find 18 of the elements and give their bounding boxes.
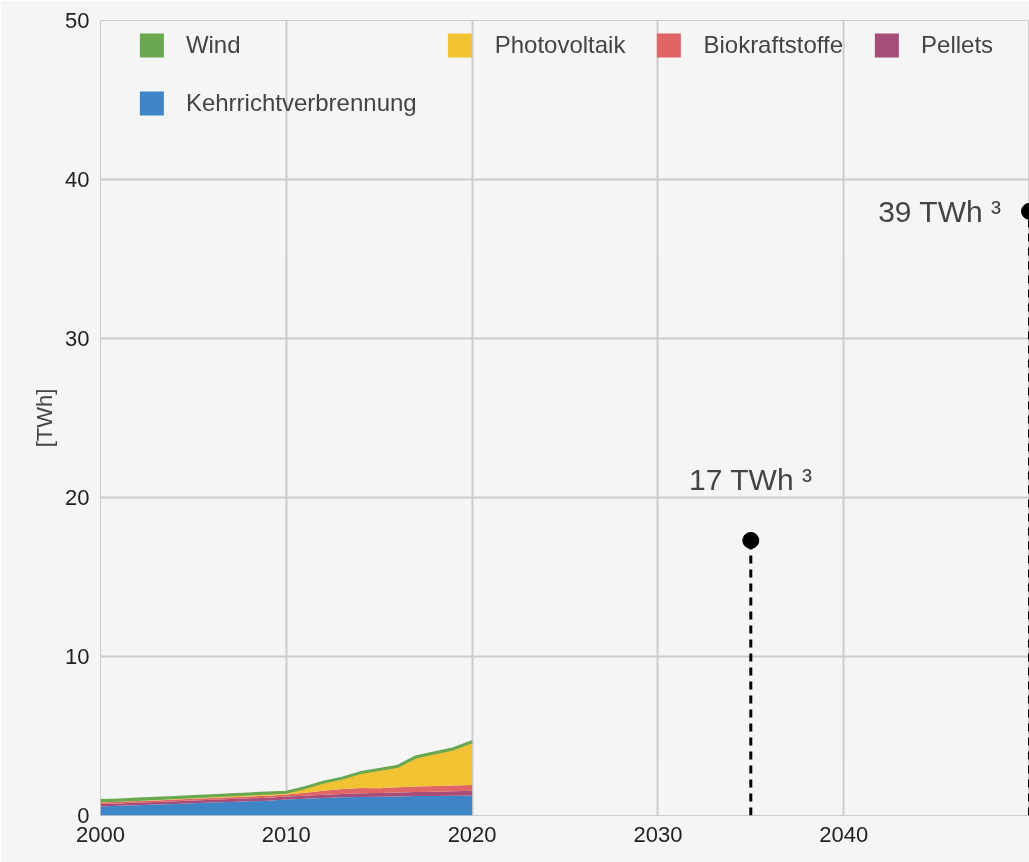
y-tick-label: 30 — [65, 326, 90, 351]
y-tick-label: 40 — [65, 167, 90, 192]
y-tick-label: 10 — [65, 644, 90, 669]
x-tick-label: 2040 — [819, 821, 869, 847]
x-tick-label: 2020 — [447, 821, 497, 847]
legend-label: Kehrrichtverbrennung — [185, 89, 417, 117]
y-tick-label: 50 — [65, 8, 90, 33]
legend-label: Biokraftstoffe — [703, 31, 844, 59]
x-tick-label: 2010 — [261, 821, 311, 847]
annotation: 39 TWh ³ — [878, 194, 1001, 228]
annotation: 17 TWh ³ — [689, 463, 812, 497]
x-tick-label: 2030 — [633, 821, 683, 847]
legend-label: Wind — [185, 31, 241, 59]
y-axis-title: [TWh] — [32, 388, 58, 448]
y-tick-label: 20 — [65, 485, 90, 510]
legend-label: Pellets — [921, 31, 994, 59]
legend-label: Photovoltaik — [494, 31, 626, 59]
y-tick-label: 0 — [77, 803, 90, 828]
